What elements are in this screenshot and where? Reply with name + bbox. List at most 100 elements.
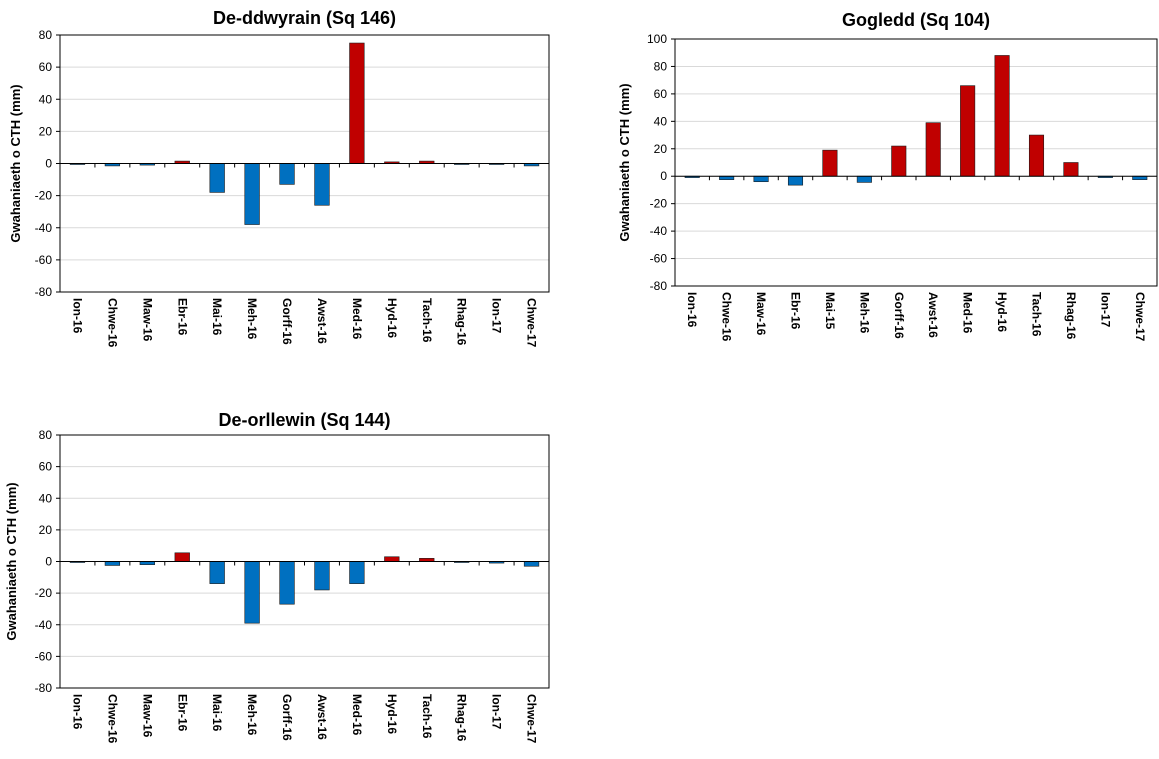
x-tick-label: Chwe-17 [525,298,539,348]
bar-meh-16 [244,561,260,624]
y-tick-label: 20 [39,124,53,138]
chart-svg: Gogledd (Sq 104) Gwahaniaeth o CTH (mm) 10… [617,10,1158,342]
x-tick-label: Ion-16 [685,292,699,328]
y-tick-label: 0 [45,555,52,569]
bar-gorff-16 [891,145,907,177]
plot-area [674,38,1158,287]
x-tick-label: Ebr-16 [175,298,189,336]
y-tick-label: 80 [39,28,53,42]
bar-mai-16 [209,561,225,584]
x-tick-label: Maw-16 [140,694,154,738]
bar-med-16 [349,42,365,164]
x-tick-label: Awst-16 [315,298,329,344]
y-axis-label: Gwahaniaeth o CTH (mm) [4,482,19,640]
y-tick-label: -60 [35,649,53,663]
y-tick-label: 40 [39,491,53,505]
bar-ebr-16 [787,175,804,186]
y-tick-label: -20 [650,197,668,211]
x-tick-label: Gorff-16 [280,298,294,345]
x-tick-label: Mai-16 [210,298,224,336]
x-tick-label: Med-16 [350,298,364,340]
y-tick-label: -80 [35,285,53,299]
bar-gorff-16 [279,561,295,605]
y-tick-label: 0 [45,157,52,171]
x-tick-label: Maw-16 [754,292,768,336]
x-tick-label: Med-16 [350,694,364,736]
bar-tach-16 [1028,134,1045,177]
y-tick-label: 60 [39,460,53,474]
x-tick-label: Mai-15 [823,292,837,330]
bar-maw-16 [753,175,769,183]
x-tick-label: Tach-16 [420,298,434,343]
x-tick-label: Chwe-17 [525,694,539,744]
x-tick-label: Maw-16 [140,298,154,342]
y-tick-label: 40 [39,92,53,106]
y-tick-label: -40 [35,221,53,235]
bar-rhag-16 [1063,162,1079,177]
chart-svg: De-ddwyrain (Sq 146) Gwahaniaeth o CTH (m… [8,8,550,348]
y-tick-label: -80 [35,681,53,695]
x-tick-label: Chwe-16 [105,694,119,744]
x-tick-label: Chwe-17 [1133,292,1147,342]
y-tick-label: -40 [650,224,668,238]
y-tick-label: -60 [35,253,53,267]
y-axis-label: Gwahaniaeth o CTH (mm) [617,83,632,241]
chart-gogledd: Gogledd (Sq 104) Gwahaniaeth o CTH (mm) 10… [600,0,1159,378]
x-tick-label: Chwe-16 [105,298,119,348]
chart-de-orllewin: De-orllewin (Sq 144) Gwahaniaeth o CTH (m… [0,398,560,754]
bar-mai-16 [209,163,225,193]
bar-chwe-17 [1132,175,1148,180]
x-tick-label: Ion-17 [490,694,504,730]
chart-title: De-ddwyrain (Sq 146) [213,8,396,28]
bar-mai-15 [822,149,838,177]
bar-chwe-17 [523,561,540,567]
y-tick-label: 20 [654,142,668,156]
x-tick-label: Awst-16 [926,292,940,338]
chart-svg: De-orllewin (Sq 144) Gwahaniaeth o CTH (m… [4,410,550,744]
x-tick-label: Hyd-16 [385,694,399,734]
y-tick-label: 40 [654,114,668,128]
bar-chwe-16 [104,561,121,566]
y-tick-label: 100 [647,32,667,46]
bar-awst-16 [314,163,330,206]
y-tick-label: 60 [39,60,53,74]
y-tick-label: -60 [650,252,668,266]
y-tick-label: -20 [35,586,53,600]
bar-hyd-16 [384,556,400,562]
x-tick-label: Ebr-16 [789,292,803,330]
x-tick-label: Ion-16 [70,298,84,334]
bar-chwe-16 [719,175,735,180]
x-tick-label: Tach-16 [1030,292,1044,337]
x-tick-label: Gorff-16 [280,694,294,741]
bar-hyd-16 [994,55,1010,177]
x-tick-label: Gorff-16 [892,292,906,339]
x-tick-label: Ebr-16 [175,694,189,732]
x-tick-label: Rhag-16 [455,694,469,742]
x-tick-label: Hyd-16 [995,292,1009,332]
chart-title: Gogledd (Sq 104) [842,10,990,30]
bar-meh-16 [856,175,872,183]
bar-awst-16 [925,122,941,177]
bar-med-16 [960,85,976,177]
bar-gorff-16 [279,163,295,185]
x-tick-label: Meh-16 [245,298,259,340]
y-tick-label: 80 [39,428,53,442]
x-tick-label: Ion-17 [1098,292,1112,328]
x-tick-label: Med-16 [961,292,975,334]
x-tick-label: Rhag-16 [455,298,469,346]
y-axis-label: Gwahaniaeth o CTH (mm) [8,84,23,242]
y-tick-label: 80 [654,59,668,73]
x-tick-label: Meh-16 [245,694,259,736]
y-tick-label: -20 [35,189,53,203]
x-tick-label: Meh-16 [857,292,871,334]
x-tick-label: Mai-16 [210,694,224,732]
bar-med-16 [349,561,365,584]
y-tick-label: 0 [660,169,667,183]
x-tick-label: Tach-16 [420,694,434,739]
y-tick-label: 60 [654,87,668,101]
y-tick-label: -80 [650,279,668,293]
bar-meh-16 [244,163,260,225]
bar-awst-16 [314,561,330,591]
x-tick-label: Ion-16 [70,694,84,730]
x-tick-label: Ion-17 [490,298,504,334]
